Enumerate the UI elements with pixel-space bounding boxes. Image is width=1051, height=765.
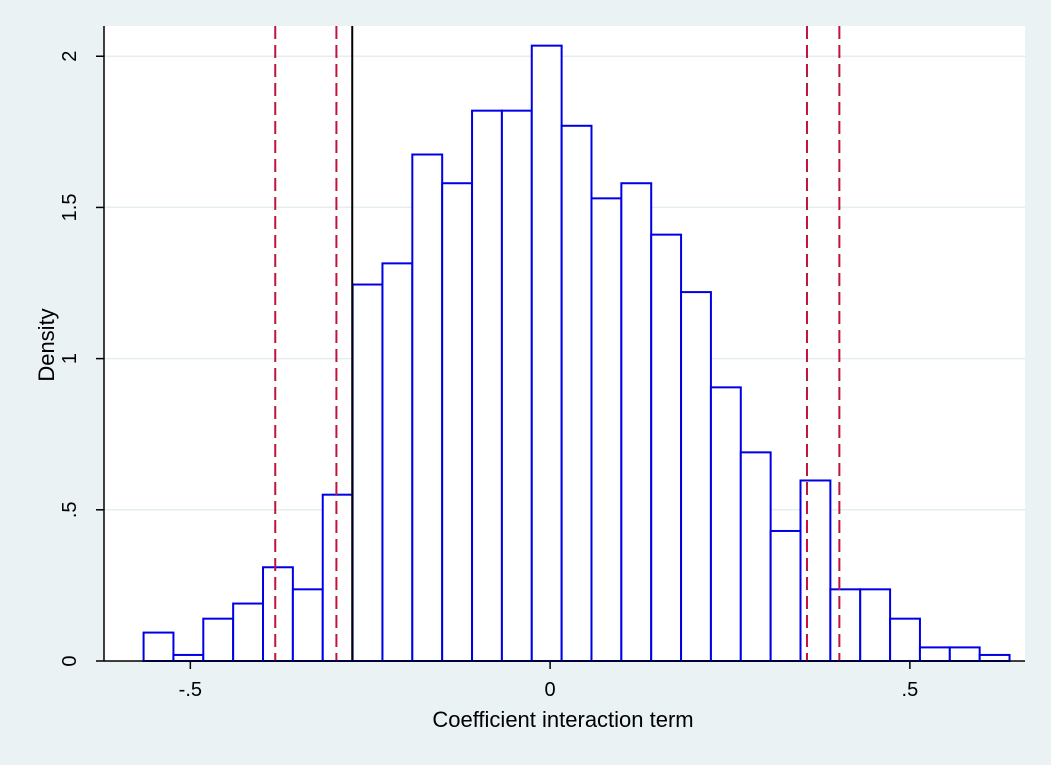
reference-lines (274, 26, 841, 661)
x-tick-label-1: 0 (545, 679, 556, 701)
histogram-bar-0 (142, 631, 175, 662)
histogram-bar-9 (411, 153, 444, 662)
tick-labels: -.5 0 .5 0 .5 1 1.5 2 (59, 51, 918, 701)
y-tick-label-3: 1.5 (59, 194, 81, 222)
histogram-bar-17 (650, 233, 683, 662)
histogram-bar-24 (859, 588, 892, 662)
histogram-bar-7 (351, 283, 384, 662)
histogram-bar-25 (889, 617, 921, 663)
y-tick-label-4: 2 (59, 51, 81, 62)
y-tick-label-2: 1 (59, 353, 81, 364)
histogram-bar-20 (739, 451, 772, 662)
histogram-bar-6 (321, 493, 354, 663)
y-axis-label: Density (34, 308, 59, 381)
histogram-bar-8 (381, 262, 414, 662)
histogram-bar-16 (620, 182, 653, 662)
y-tick-label-0: 0 (59, 655, 81, 666)
histogram-bar-23 (829, 588, 862, 662)
histogram-bar-28 (978, 653, 1011, 663)
histogram-bar-11 (471, 109, 503, 662)
histogram-bar-18 (680, 291, 712, 662)
histogram-bar-3 (232, 602, 265, 662)
histogram-bar-26 (918, 646, 951, 663)
histogram-bar-10 (441, 182, 474, 662)
histogram-bar-1 (172, 653, 205, 663)
histogram-bar-27 (948, 646, 981, 663)
histogram-bar-13 (530, 44, 563, 662)
histogram-bar-12 (500, 109, 533, 662)
x-tick-label-2: .5 (902, 679, 919, 701)
histogram-bar-19 (709, 386, 742, 662)
histogram-bar-2 (202, 617, 235, 663)
histogram-bar-15 (590, 197, 623, 662)
x-tick-label-0: -.5 (179, 679, 202, 701)
histogram-bars (142, 44, 1011, 663)
histogram-bar-5 (291, 588, 324, 662)
y-tick-label-1: .5 (59, 501, 81, 518)
histogram-bar-21 (769, 529, 802, 662)
x-axis-label: Coefficient interaction term (432, 707, 693, 732)
histogram-bar-14 (560, 124, 593, 663)
histogram-bar-4 (262, 566, 294, 662)
axes (96, 26, 1025, 669)
histogram-bar-22 (799, 479, 832, 662)
